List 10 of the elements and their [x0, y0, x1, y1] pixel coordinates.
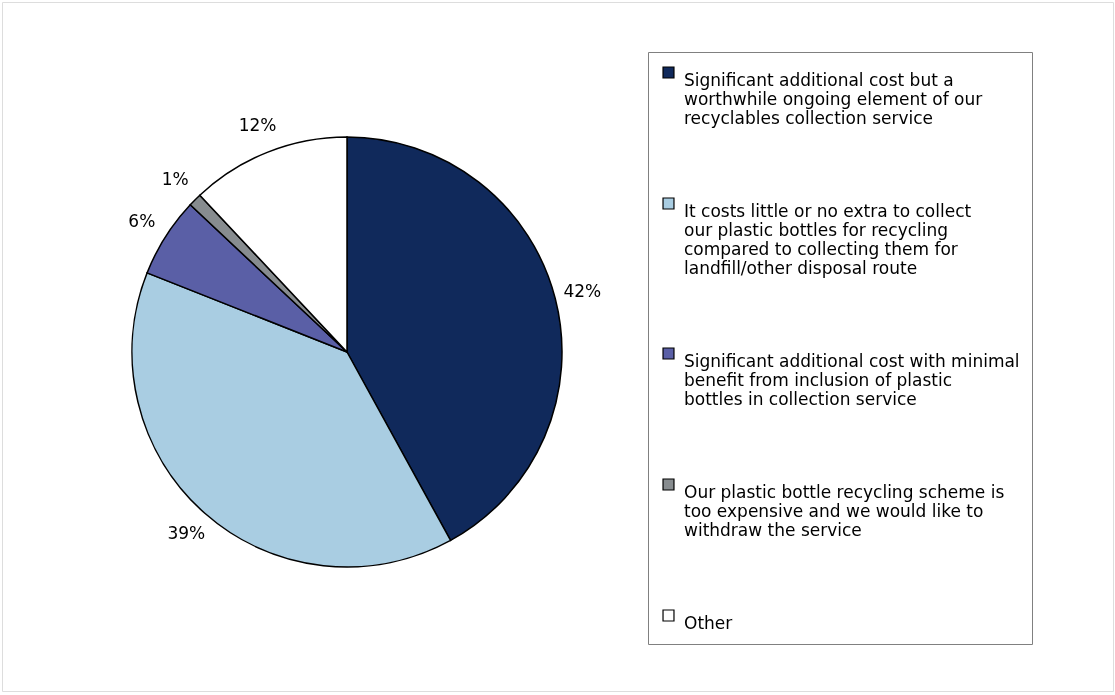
legend-label: Significant additional cost but a worthwhile ongoing element of our recyclables collection service — [684, 69, 983, 128]
legend-label: Significant additional cost with minimal benefit from inclusion of plastic bottles in collection service — [684, 350, 1020, 409]
data-label: 6% — [128, 210, 156, 231]
data-label: 1% — [161, 169, 189, 190]
legend-label: It costs little or no extra to collect our plastic bottles for recycling compared to collecting them for landfill/other disposal route — [684, 200, 972, 278]
legend-label: Our plastic bottle recycling scheme is too expensive and we would like to withdraw the service — [684, 481, 1005, 540]
data-label: 39% — [167, 523, 206, 544]
data-label: 42% — [563, 280, 602, 301]
legend-label: Other — [684, 612, 733, 633]
data-label: 12% — [238, 115, 277, 136]
